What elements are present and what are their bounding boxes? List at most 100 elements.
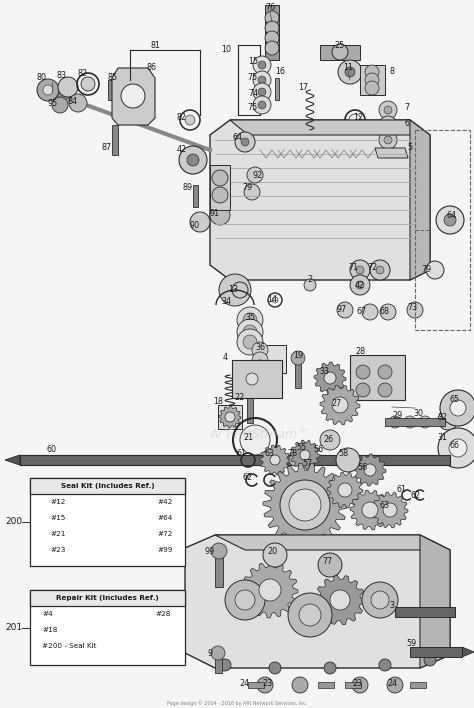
- Polygon shape: [372, 492, 408, 528]
- Polygon shape: [462, 647, 474, 657]
- Bar: [247, 398, 253, 423]
- Circle shape: [350, 275, 370, 295]
- Circle shape: [252, 352, 268, 368]
- Text: 89: 89: [183, 183, 193, 193]
- Text: 10: 10: [221, 45, 231, 55]
- Circle shape: [246, 373, 258, 385]
- Circle shape: [43, 85, 53, 95]
- Text: 58: 58: [338, 448, 348, 457]
- Circle shape: [219, 659, 231, 671]
- Bar: [385, 418, 445, 426]
- Circle shape: [404, 416, 416, 428]
- Polygon shape: [314, 362, 346, 394]
- Circle shape: [252, 342, 268, 358]
- Text: #64: #64: [157, 515, 173, 521]
- Circle shape: [318, 553, 342, 577]
- Text: 17: 17: [298, 84, 308, 93]
- Circle shape: [219, 274, 251, 306]
- Text: 81: 81: [151, 40, 161, 50]
- Circle shape: [444, 214, 456, 226]
- Text: 3: 3: [390, 600, 394, 610]
- Circle shape: [258, 101, 266, 109]
- Bar: [318, 682, 334, 688]
- Circle shape: [338, 483, 352, 497]
- Text: 68: 68: [380, 307, 390, 316]
- Circle shape: [299, 604, 321, 626]
- Circle shape: [232, 282, 248, 298]
- Circle shape: [37, 79, 59, 101]
- Circle shape: [356, 266, 364, 274]
- Circle shape: [300, 450, 310, 460]
- Circle shape: [384, 106, 392, 114]
- Circle shape: [378, 365, 392, 379]
- Bar: [265, 5, 279, 60]
- Bar: [258, 345, 286, 373]
- Text: 82: 82: [177, 113, 187, 122]
- Circle shape: [370, 260, 390, 280]
- Circle shape: [185, 115, 195, 125]
- Circle shape: [263, 543, 287, 567]
- Circle shape: [211, 543, 227, 559]
- Circle shape: [58, 77, 78, 97]
- Circle shape: [419, 416, 431, 428]
- Bar: [350, 355, 405, 400]
- Text: #12: #12: [50, 499, 65, 505]
- Circle shape: [345, 67, 355, 77]
- Bar: [410, 647, 462, 657]
- Text: 36: 36: [255, 343, 265, 353]
- Circle shape: [240, 425, 270, 455]
- Bar: [395, 607, 455, 617]
- Text: 95: 95: [48, 98, 58, 108]
- Polygon shape: [263, 463, 347, 547]
- Text: 67: 67: [357, 307, 367, 316]
- Circle shape: [304, 279, 316, 291]
- Circle shape: [379, 659, 391, 671]
- Circle shape: [362, 304, 378, 320]
- Circle shape: [225, 412, 235, 422]
- Circle shape: [253, 71, 271, 89]
- Circle shape: [365, 73, 379, 87]
- Text: 99: 99: [205, 547, 215, 556]
- Text: #18: #18: [42, 627, 57, 633]
- Text: 42: 42: [177, 146, 187, 154]
- Text: 23: 23: [352, 678, 362, 687]
- Circle shape: [258, 61, 266, 69]
- Text: 66: 66: [450, 440, 460, 450]
- Polygon shape: [260, 445, 290, 475]
- Circle shape: [265, 41, 279, 55]
- Circle shape: [243, 313, 257, 327]
- Circle shape: [269, 662, 281, 674]
- Polygon shape: [315, 575, 365, 625]
- Polygon shape: [242, 562, 298, 618]
- Text: 30: 30: [413, 409, 423, 418]
- Text: #4: #4: [42, 611, 53, 617]
- Circle shape: [235, 132, 255, 152]
- Circle shape: [384, 121, 392, 129]
- Text: #72: #72: [157, 531, 173, 537]
- Text: 9: 9: [208, 649, 212, 658]
- Circle shape: [265, 21, 279, 35]
- Text: 23: 23: [262, 678, 272, 687]
- Text: Seal Kit (Includes Ref.): Seal Kit (Includes Ref.): [61, 483, 155, 489]
- Circle shape: [330, 590, 350, 610]
- Text: 35: 35: [245, 314, 255, 323]
- Circle shape: [356, 365, 370, 379]
- Circle shape: [190, 212, 210, 232]
- Circle shape: [337, 302, 353, 318]
- Bar: [232, 360, 282, 398]
- Text: 79: 79: [243, 183, 253, 193]
- Circle shape: [387, 677, 403, 693]
- Circle shape: [379, 116, 397, 134]
- Text: 77: 77: [323, 557, 333, 566]
- Bar: [248, 682, 264, 688]
- Circle shape: [179, 146, 207, 174]
- Circle shape: [252, 360, 268, 376]
- Text: 21: 21: [243, 433, 253, 442]
- Circle shape: [407, 302, 423, 318]
- Text: 56: 56: [357, 462, 367, 472]
- Text: 34: 34: [221, 297, 231, 307]
- Text: 57: 57: [303, 459, 313, 467]
- Polygon shape: [112, 68, 155, 125]
- Text: #15: #15: [50, 515, 65, 521]
- Polygon shape: [210, 165, 230, 210]
